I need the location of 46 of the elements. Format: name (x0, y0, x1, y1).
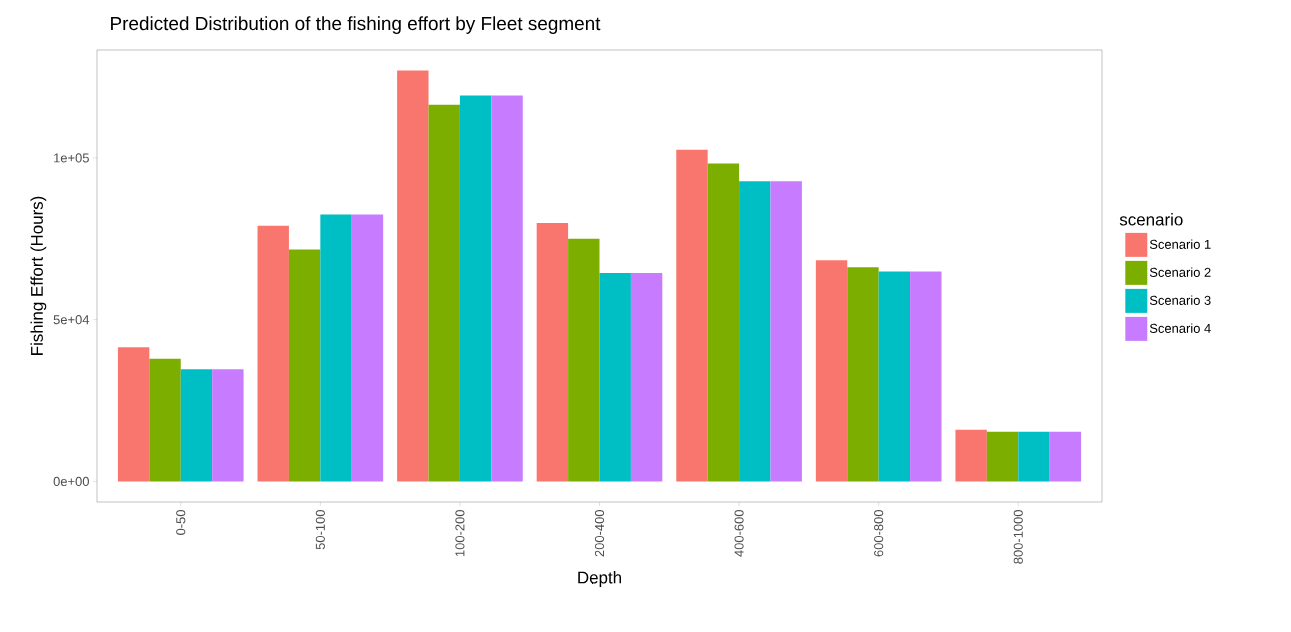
bar (707, 163, 740, 482)
y-tick-label: 5e+04 (53, 315, 90, 325)
bar (536, 222, 569, 482)
bar (739, 181, 771, 482)
bar (288, 249, 321, 482)
bar (568, 238, 600, 482)
legend-label: Scenario 2 (1149, 267, 1211, 277)
bar (180, 369, 213, 482)
bar (770, 181, 802, 482)
bar (1018, 431, 1050, 482)
x-tick-label: 50-100 (315, 510, 325, 550)
bar (955, 429, 987, 482)
bar (149, 358, 181, 482)
legend-label: Scenario 4 (1149, 323, 1211, 333)
legend-label: Scenario 1 (1149, 239, 1211, 249)
bar (847, 267, 879, 482)
bar (1049, 431, 1082, 482)
x-tick-label: 0-50 (176, 510, 186, 535)
bar (491, 95, 523, 482)
bar (878, 271, 911, 482)
bar (428, 104, 460, 482)
x-axis-title: Depth (578, 571, 621, 587)
bar (117, 347, 150, 482)
bar (986, 431, 1019, 482)
x-tick-label: 100-200 (455, 510, 465, 557)
bar (351, 214, 384, 482)
x-tick-label: 400-600 (734, 510, 744, 557)
bar (676, 149, 708, 482)
legend-label: Scenario 3 (1149, 295, 1211, 305)
bar (910, 271, 942, 482)
bar (397, 70, 429, 482)
bar (815, 260, 848, 482)
bar (459, 95, 492, 482)
x-tick-label: 200-400 (594, 510, 605, 557)
bar (599, 273, 631, 482)
chart-title: Predicted Distribution of the fishing effort by Fleet segment (111, 16, 601, 34)
bar (630, 273, 663, 482)
x-tick-label: 800-1000 (1013, 510, 1023, 564)
bar (212, 369, 244, 482)
y-tick-label: 1e+05 (54, 153, 89, 163)
y-axis-title: Fishing Effort (Hours) (30, 196, 47, 355)
x-tick-label: 600-800 (874, 510, 884, 557)
bar (257, 225, 289, 482)
y-tick-label: 0e+00 (53, 476, 89, 487)
legend-title: scenario (1119, 213, 1183, 226)
bar (320, 214, 352, 482)
